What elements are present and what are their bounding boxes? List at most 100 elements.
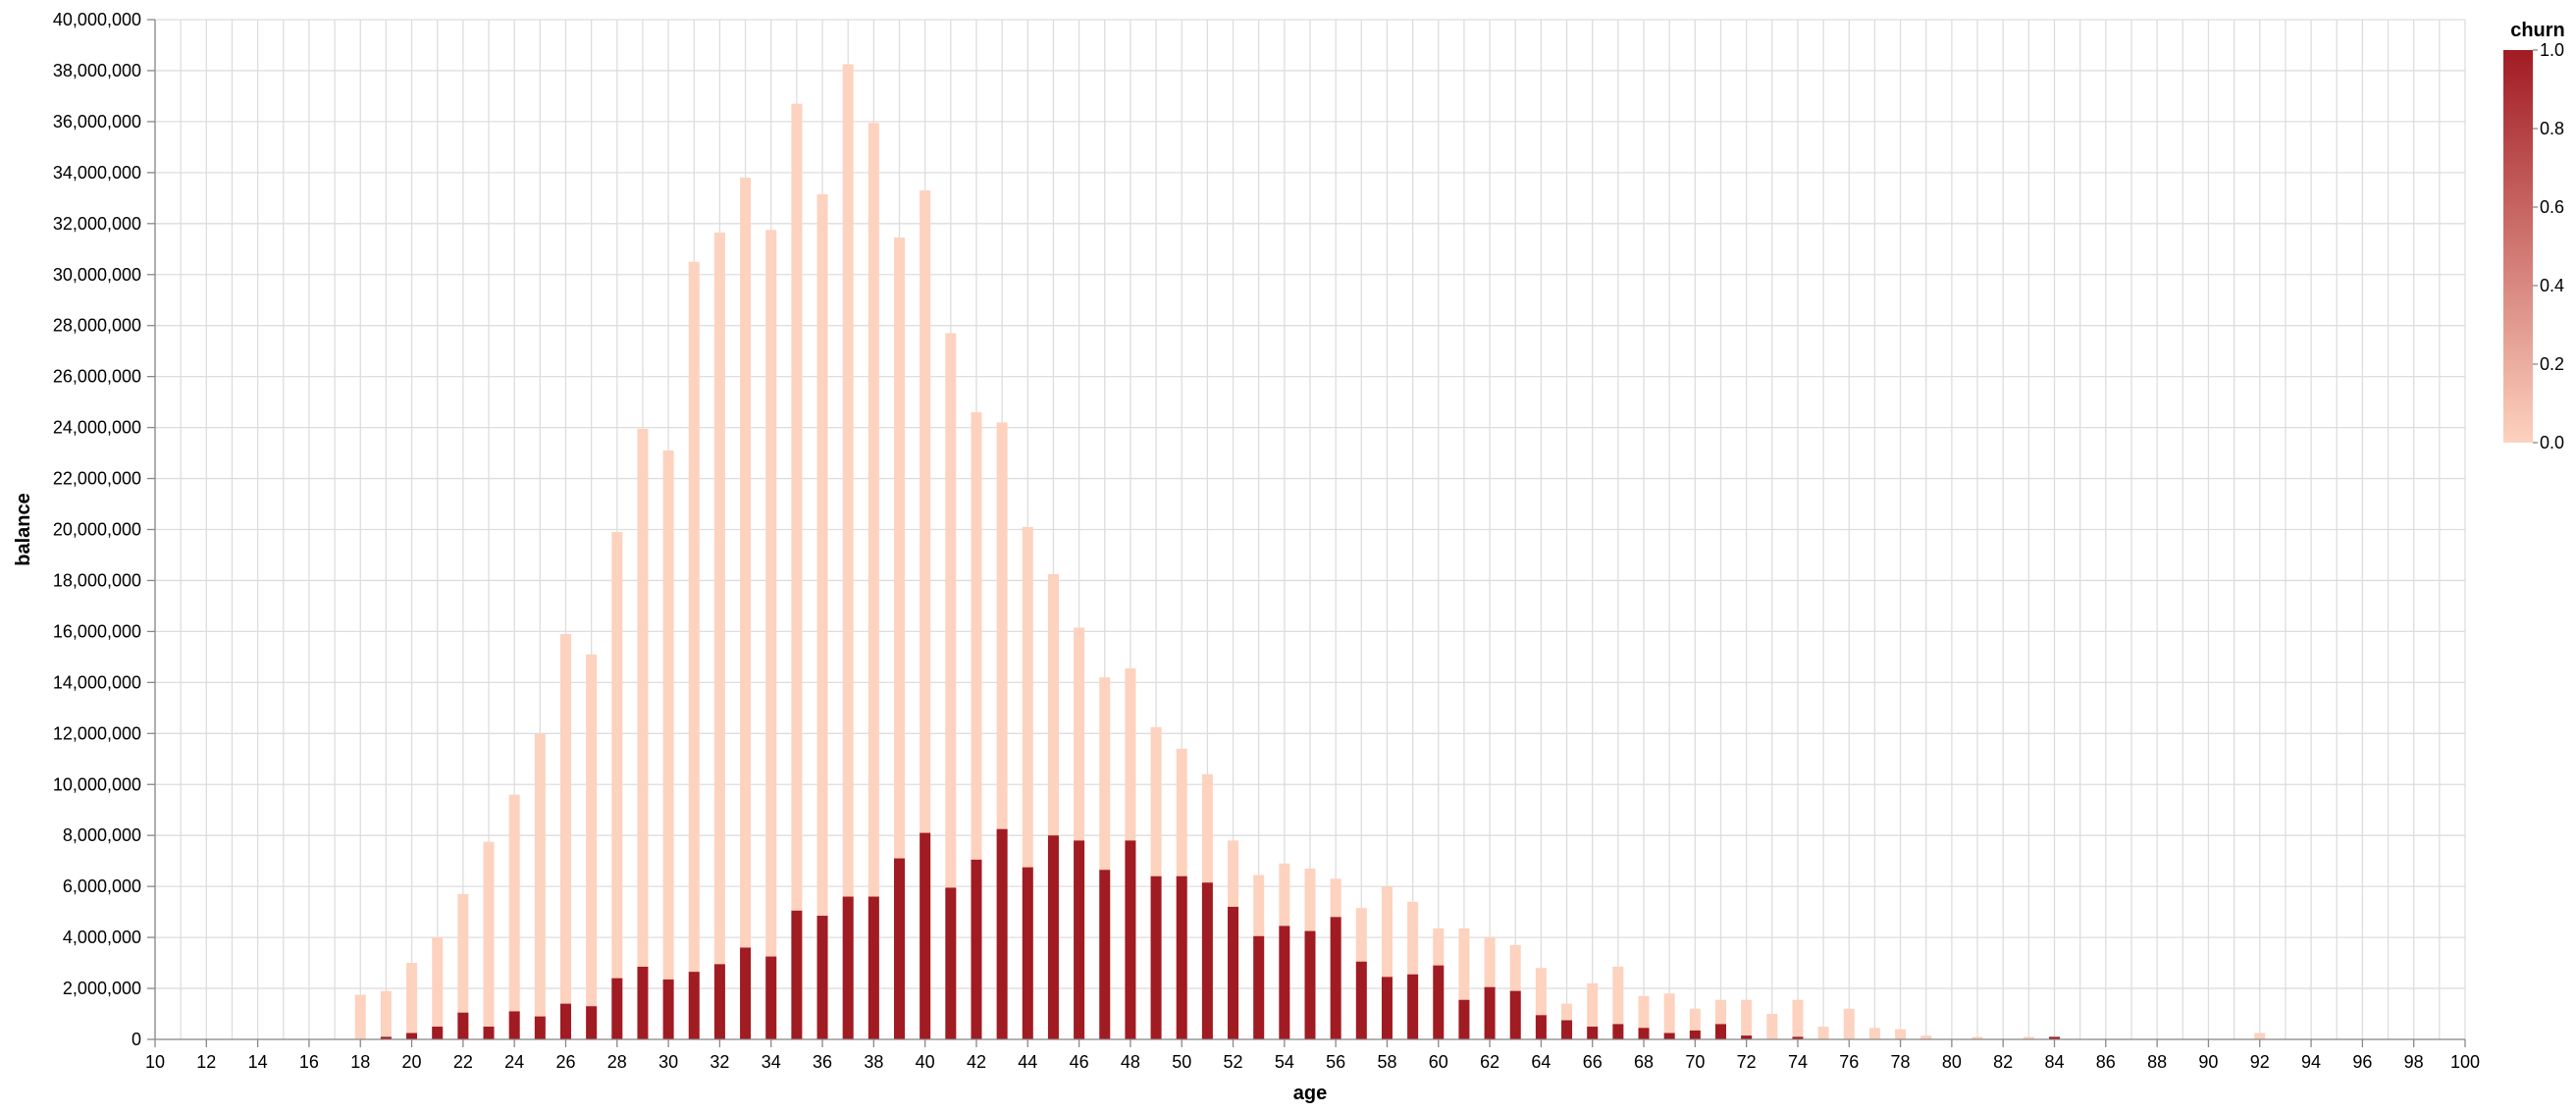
bar-age-59-churn-0 [1407, 901, 1419, 1039]
bar-age-41-churn-1 [945, 887, 957, 1039]
bar-age-46-churn-0 [1074, 627, 1085, 1039]
legend-title: churn [2510, 20, 2565, 41]
x-tick-label: 92 [2250, 1052, 2270, 1072]
bar-age-92-churn-0 [2254, 1033, 2266, 1039]
bar-age-67-churn-0 [1612, 966, 1624, 1039]
x-tick-label: 62 [1480, 1052, 1499, 1072]
bar-age-76-churn-0 [1843, 1008, 1855, 1039]
axes: 10 12 14 16 18 20 22 24 26 28 30 32 34 36 38 40 42 44 46 48… [53, 10, 2480, 1072]
y-tick-label: 8,000,000 [63, 825, 141, 845]
x-tick-label: 38 [864, 1052, 883, 1072]
bar-age-25-churn-0 [534, 733, 546, 1039]
bar-age-67-churn-1 [1612, 1024, 1624, 1039]
bar-age-35-churn-1 [791, 910, 803, 1039]
bar-age-83-churn-0 [2023, 1036, 2034, 1039]
bar-age-70-churn-1 [1689, 1030, 1701, 1039]
x-tick-label: 76 [1839, 1052, 1859, 1072]
x-tick-label: 96 [2352, 1052, 2372, 1072]
bar-age-52-churn-1 [1228, 906, 1239, 1039]
bar-age-42-churn-0 [971, 412, 982, 1039]
bar-age-19-churn-1 [380, 1036, 392, 1039]
bar-age-25-churn-1 [534, 1016, 546, 1039]
bar-age-30-churn-1 [662, 979, 674, 1039]
bar-age-77-churn-0 [1868, 1028, 1880, 1039]
bar-age-43-churn-1 [996, 828, 1008, 1039]
y-tick-label: 2,000,000 [63, 979, 141, 998]
x-tick-label: 66 [1583, 1052, 1603, 1072]
x-tick-label: 50 [1172, 1052, 1191, 1072]
bar-age-20-churn-1 [406, 1033, 418, 1039]
x-tick-label: 100 [2450, 1052, 2480, 1072]
bar-age-44-churn-1 [1022, 867, 1033, 1039]
bar-age-37-churn-0 [842, 64, 854, 1040]
bar-age-29-churn-0 [637, 428, 649, 1039]
x-tick-label: 18 [350, 1052, 370, 1072]
bar-age-38-churn-0 [867, 123, 879, 1040]
bar-age-75-churn-0 [1817, 1027, 1829, 1039]
y-tick-label: 12,000,000 [53, 723, 141, 743]
x-tick-label: 44 [1018, 1052, 1037, 1072]
bar-age-27-churn-1 [586, 1006, 598, 1039]
bar-age-81-churn-0 [1971, 1036, 1983, 1039]
y-tick-label: 18,000,000 [53, 570, 141, 590]
x-tick-label: 80 [1942, 1052, 1962, 1072]
bar-age-26-churn-0 [559, 633, 571, 1039]
x-tick-label: 68 [1634, 1052, 1654, 1072]
x-tick-label: 46 [1070, 1052, 1089, 1072]
legend-tick-label: 0.2 [2540, 354, 2564, 374]
bar-age-28-churn-0 [611, 532, 623, 1039]
bar-age-68-churn-1 [1638, 1028, 1650, 1039]
bar-age-45-churn-1 [1047, 835, 1059, 1039]
bar-age-34-churn-1 [765, 956, 777, 1039]
bar-age-68-churn-0 [1638, 995, 1650, 1039]
x-tick-label: 56 [1326, 1052, 1345, 1072]
x-tick-label: 86 [2096, 1052, 2116, 1072]
x-tick-label: 88 [2147, 1052, 2167, 1072]
bar-age-70-churn-0 [1689, 1008, 1701, 1039]
bar-age-32-churn-1 [713, 964, 725, 1039]
y-tick-label: 26,000,000 [53, 367, 141, 387]
bar-age-71-churn-1 [1714, 1024, 1726, 1039]
x-tick-label: 14 [248, 1052, 268, 1072]
x-tick-label: 54 [1275, 1052, 1294, 1072]
bar-age-65-churn-1 [1561, 1020, 1573, 1039]
x-tick-label: 16 [299, 1052, 319, 1072]
legend-tick-label: 0.8 [2540, 119, 2564, 138]
bar-age-21-churn-0 [432, 937, 444, 1039]
bar-age-69-churn-1 [1663, 1033, 1675, 1039]
y-tick-label: 6,000,000 [63, 876, 141, 896]
bar-age-23-churn-1 [483, 1027, 495, 1039]
bar-age-45-churn-0 [1047, 573, 1059, 1039]
x-tick-label: 30 [658, 1052, 678, 1072]
x-tick-label: 10 [145, 1052, 165, 1072]
bar-age-62-churn-1 [1484, 986, 1496, 1039]
y-tick-label: 4,000,000 [63, 928, 141, 947]
bar-age-39-churn-0 [894, 238, 906, 1039]
bar-age-24-churn-1 [508, 1011, 520, 1039]
bar-age-63-churn-1 [1509, 990, 1521, 1039]
bar-age-51-churn-1 [1201, 882, 1213, 1039]
x-tick-label: 94 [2301, 1052, 2321, 1072]
y-tick-label: 10,000,000 [53, 774, 141, 794]
x-tick-label: 74 [1788, 1052, 1808, 1072]
y-tick-label: 32,000,000 [53, 214, 141, 234]
bar-age-59-churn-1 [1407, 974, 1419, 1039]
y-axis-title: balance [13, 493, 34, 565]
bar-age-78-churn-0 [1895, 1029, 1907, 1039]
bar-age-36-churn-1 [816, 916, 828, 1039]
bar-age-29-churn-1 [637, 966, 649, 1039]
bar-age-53-churn-1 [1253, 935, 1265, 1039]
x-tick-label: 60 [1429, 1052, 1448, 1072]
bar-age-33-churn-0 [740, 178, 752, 1040]
y-tick-label: 30,000,000 [53, 265, 141, 285]
bar-age-71-churn-0 [1714, 999, 1726, 1039]
bar-age-22-churn-1 [457, 1012, 469, 1039]
bar-age-84-churn-1 [2049, 1036, 2061, 1039]
bar-age-26-churn-1 [559, 1003, 571, 1039]
bar-age-40-churn-1 [920, 832, 931, 1039]
x-tick-label: 34 [762, 1052, 781, 1072]
bar-age-66-churn-0 [1587, 982, 1599, 1039]
bar-age-47-churn-1 [1099, 870, 1111, 1039]
